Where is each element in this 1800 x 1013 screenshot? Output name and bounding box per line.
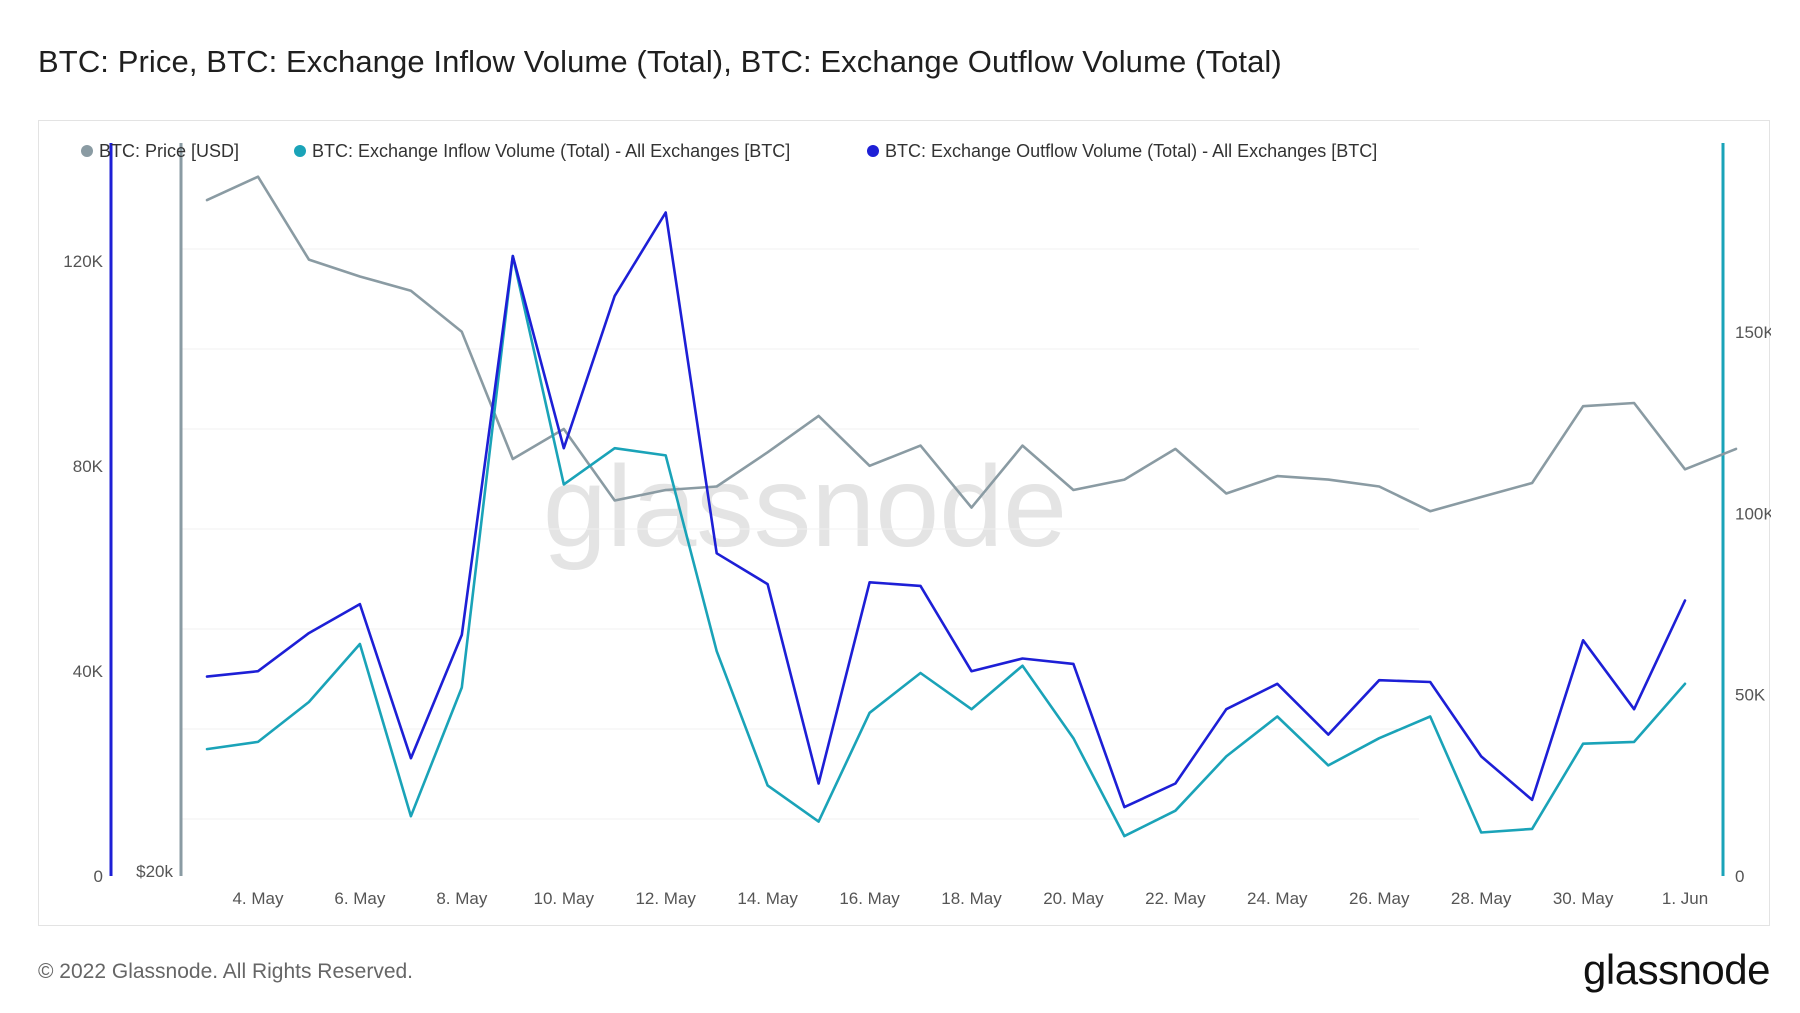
x-axis-tick-label: 6. May	[334, 889, 386, 908]
left-axis-tick-label: 120K	[63, 252, 103, 271]
x-axis-tick-label: 14. May	[737, 889, 798, 908]
right-axis-tick-label: 0	[1735, 867, 1744, 886]
x-axis-tick-label: 10. May	[534, 889, 595, 908]
left-axis-tick-label: 0	[94, 867, 103, 886]
glassnode-logo: glassnode	[1583, 946, 1770, 993]
x-axis-tick-label: 12. May	[635, 889, 696, 908]
series-line-1	[205, 175, 1738, 513]
x-axis-tick-label: 1. Jun	[1662, 889, 1708, 908]
x-axis-tick-label: 8. May	[436, 889, 488, 908]
legend-item: BTC: Exchange Outflow Volume (Total) - A…	[867, 141, 1377, 161]
legend-marker	[81, 145, 93, 157]
x-axis-tick-label: 20. May	[1043, 889, 1104, 908]
x-axis-tick-label: 30. May	[1553, 889, 1614, 908]
legend-marker	[867, 145, 879, 157]
axes: 0 40K 80K 120K $20k 0 50K 100K 150K 4. May 6. May 8…	[63, 143, 1771, 908]
right-axis-tick-label: 100K	[1735, 504, 1771, 523]
x-axis-tick-label: 28. May	[1451, 889, 1512, 908]
chart-title: BTC: Price, BTC: Exchange Inflow Volume …	[38, 44, 1282, 79]
x-axis-tick-label: 16. May	[839, 889, 900, 908]
legend-label: BTC: Price [USD]	[99, 141, 239, 161]
series-line-2	[205, 254, 1687, 838]
x-axis-tick-label: 18. May	[941, 889, 1002, 908]
legend-label: BTC: Exchange Outflow Volume (Total) - A…	[885, 141, 1377, 161]
x-axis-tick-label: 4. May	[232, 889, 284, 908]
legend-marker	[294, 145, 306, 157]
x-axis-tick-label: 24. May	[1247, 889, 1308, 908]
chart-frame: glassnode 0 40K 80K 120K $20k 0 50K 100K 150K 4. …	[38, 120, 1771, 926]
legend: BTC: Price [USD] BTC: Exchange Inflow Vol…	[81, 141, 1377, 161]
left-axis-tick-label: 40K	[73, 662, 104, 681]
right-axis-tick-label: 150K	[1735, 323, 1771, 342]
legend-item: BTC: Exchange Inflow Volume (Total) - Al…	[294, 141, 790, 161]
x-axis-tick-label: 22. May	[1145, 889, 1206, 908]
x-axis-tick-label: 26. May	[1349, 889, 1410, 908]
chart-svg: glassnode 0 40K 80K 120K $20k 0 50K 100K 150K 4. …	[63, 141, 1771, 908]
left-axis-tick-label: 80K	[73, 457, 104, 476]
series-line-3	[205, 211, 1687, 809]
legend-item: BTC: Price [USD]	[81, 141, 239, 161]
legend-label: BTC: Exchange Inflow Volume (Total) - Al…	[312, 141, 790, 161]
right-axis-tick-label: 50K	[1735, 686, 1766, 705]
watermark-text: glassnode	[543, 443, 1067, 571]
copyright-text: © 2022 Glassnode. All Rights Reserved.	[38, 960, 414, 983]
price-axis-tick-label: $20k	[136, 862, 173, 881]
series-lines	[205, 175, 1738, 838]
